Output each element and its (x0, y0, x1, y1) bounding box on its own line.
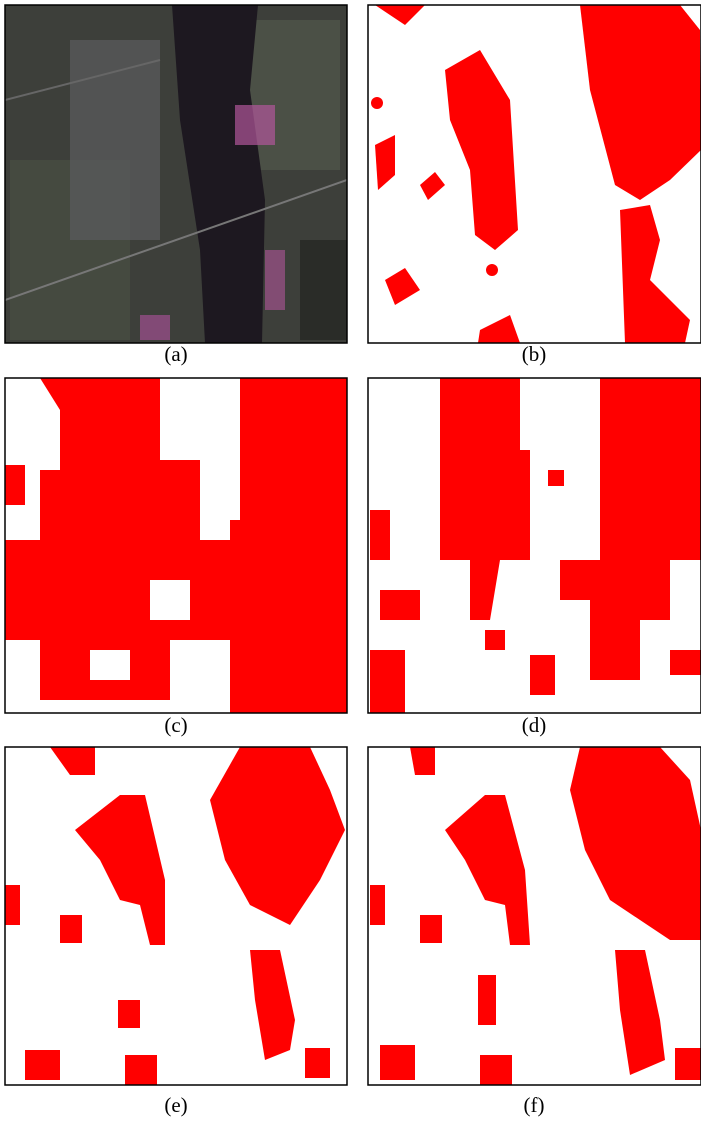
result-map (5, 378, 347, 713)
sar-image (5, 5, 347, 343)
page: (a) (b) (c) (d) (e) (f) (() => { const d… (0, 0, 701, 1123)
panel-label: (a) (164, 342, 187, 366)
panel-label: (c) (164, 713, 187, 737)
panel-label: (e) (164, 1093, 187, 1117)
result-map (370, 378, 701, 713)
panel-label: (d) (522, 713, 547, 737)
panel-label: (b) (522, 342, 547, 366)
result-map (5, 747, 345, 1085)
reference-map (371, 5, 701, 343)
result-map (370, 747, 701, 1085)
figure: (a) (b) (c) (d) (e) (f) (0, 0, 701, 1123)
panel-label: (f) (524, 1093, 545, 1117)
